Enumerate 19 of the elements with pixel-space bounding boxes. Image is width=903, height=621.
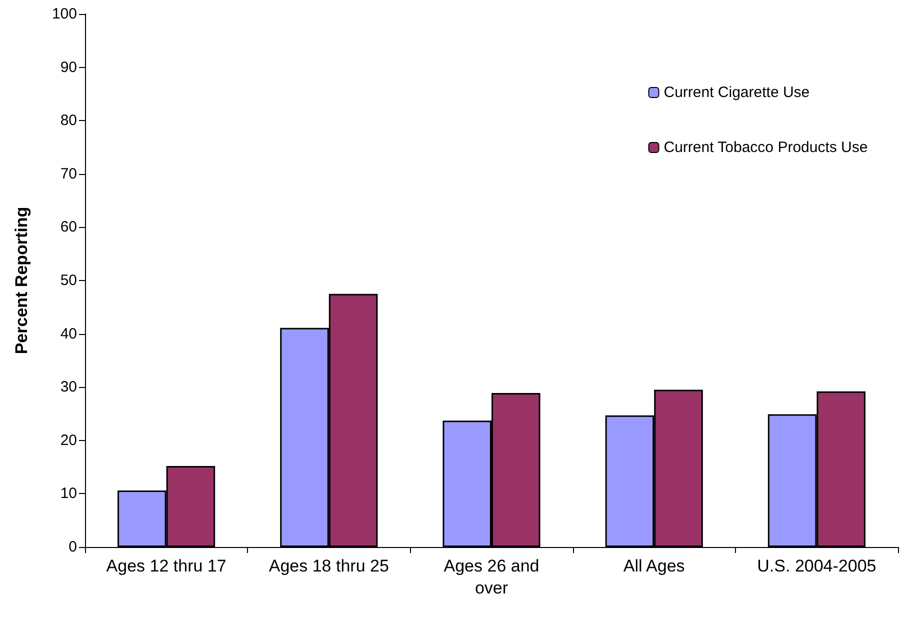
- y-tick-label: 60: [60, 218, 77, 236]
- y-tick-label: 90: [60, 58, 77, 76]
- y-tick-label: 80: [60, 112, 77, 130]
- x-tick-label: Ages 12 thru 17: [106, 556, 226, 576]
- x-tick-label: Ages 26 and over: [444, 556, 540, 598]
- y-tick-label: 100: [52, 6, 77, 22]
- y-tick-label: 50: [60, 272, 77, 289]
- y-tick-label: 0: [68, 538, 77, 556]
- legend-label: Current Tobacco Products Use: [664, 139, 868, 156]
- y-tick-label: 40: [60, 325, 77, 342]
- y-tick-label: 30: [60, 378, 77, 396]
- y-tick-label: 70: [60, 165, 77, 182]
- legend-label: Current Cigarette Use: [664, 84, 810, 101]
- y-tick-label: 20: [60, 432, 77, 449]
- y-tick-label: 10: [60, 485, 77, 502]
- y-axis-title: Percent Reporting: [12, 206, 31, 354]
- x-tick-label: U.S. 2004-2005: [757, 556, 876, 576]
- x-tick-label: Ages 18 thru 25: [268, 556, 389, 576]
- x-tick-label: All Ages: [623, 556, 685, 576]
